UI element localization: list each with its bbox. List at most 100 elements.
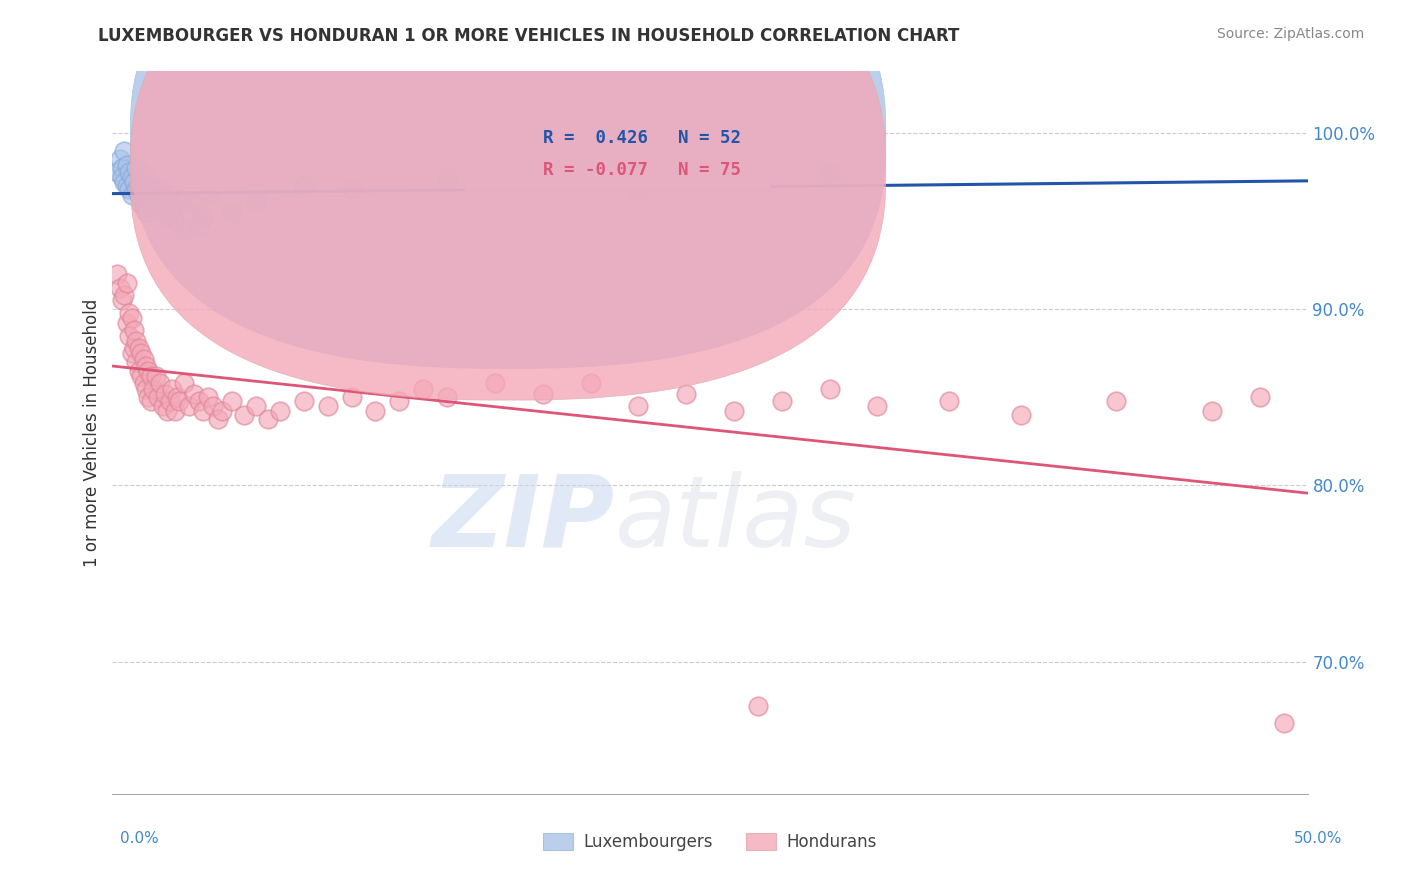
Point (132, 351, 155, 366)
Point (1105, 393, 1128, 408)
Point (747, 698, 769, 713)
FancyBboxPatch shape (465, 100, 770, 191)
Point (1249, 390, 1271, 404)
Text: R =  0.426: R = 0.426 (543, 128, 648, 147)
Point (118, 165, 141, 179)
Point (166, 390, 188, 404)
Point (145, 369, 167, 384)
Point (436, 170, 458, 185)
Point (292, 393, 315, 408)
Point (156, 404, 179, 418)
FancyBboxPatch shape (131, 0, 886, 401)
Point (139, 182, 162, 196)
Point (135, 382, 157, 396)
Point (531, 175, 554, 189)
Point (132, 200, 155, 214)
Point (412, 382, 434, 396)
Point (125, 334, 148, 348)
Point (163, 404, 186, 418)
Point (173, 223, 195, 237)
Point (152, 200, 174, 214)
Point (201, 399, 224, 413)
Point (187, 393, 209, 408)
Point (159, 187, 181, 202)
Point (152, 399, 174, 413)
Point (122, 323, 145, 337)
Point (118, 182, 141, 196)
Point (139, 369, 162, 384)
Point (818, 382, 841, 396)
Point (111, 293, 134, 308)
Point (128, 364, 150, 378)
Point (159, 393, 181, 408)
Point (128, 187, 150, 202)
Point (135, 205, 157, 219)
Point (121, 187, 143, 202)
Point (121, 170, 143, 185)
Point (122, 341, 145, 355)
Point (142, 200, 165, 214)
Point (770, 393, 793, 408)
Point (257, 411, 280, 425)
Point (177, 205, 200, 219)
Point (1010, 408, 1032, 422)
Point (128, 178, 150, 193)
Point (105, 165, 128, 179)
Point (118, 328, 141, 343)
Point (138, 364, 160, 378)
Point (183, 387, 205, 401)
Point (153, 387, 176, 401)
Point (146, 205, 169, 219)
Point (138, 390, 160, 404)
Point (125, 182, 148, 196)
Point (121, 346, 143, 360)
Point (436, 390, 458, 404)
Point (153, 193, 176, 207)
Point (121, 311, 143, 326)
Point (221, 393, 243, 408)
Point (139, 393, 162, 408)
Point (125, 161, 148, 176)
Point (135, 193, 157, 207)
Point (138, 187, 160, 202)
Point (118, 306, 141, 320)
Text: ZIP: ZIP (432, 471, 614, 568)
Point (149, 376, 172, 391)
Point (128, 341, 150, 355)
Point (132, 376, 155, 391)
Y-axis label: 1 or more Vehicles in Household: 1 or more Vehicles in Household (83, 299, 101, 566)
Point (115, 158, 138, 172)
Point (183, 196, 205, 211)
Point (111, 170, 134, 185)
Point (340, 390, 363, 404)
FancyBboxPatch shape (131, 0, 886, 368)
Point (146, 390, 169, 404)
Point (675, 387, 697, 401)
Point (245, 399, 267, 413)
Point (340, 182, 363, 196)
Point (531, 387, 554, 401)
Point (125, 355, 148, 369)
Point (187, 218, 209, 232)
Point (221, 205, 243, 219)
Point (197, 187, 219, 202)
Point (169, 193, 191, 207)
Point (627, 182, 650, 196)
Point (114, 288, 135, 302)
Point (156, 211, 179, 225)
Point (111, 161, 134, 176)
Point (173, 376, 195, 391)
Point (108, 281, 131, 295)
Point (233, 408, 256, 422)
Point (162, 382, 183, 396)
Point (269, 404, 291, 418)
Point (484, 376, 506, 391)
Point (1201, 404, 1223, 418)
Point (292, 178, 315, 193)
Point (115, 317, 138, 331)
Point (197, 390, 219, 404)
Point (105, 267, 128, 281)
Point (579, 376, 602, 391)
Point (364, 404, 387, 418)
Point (132, 175, 155, 189)
